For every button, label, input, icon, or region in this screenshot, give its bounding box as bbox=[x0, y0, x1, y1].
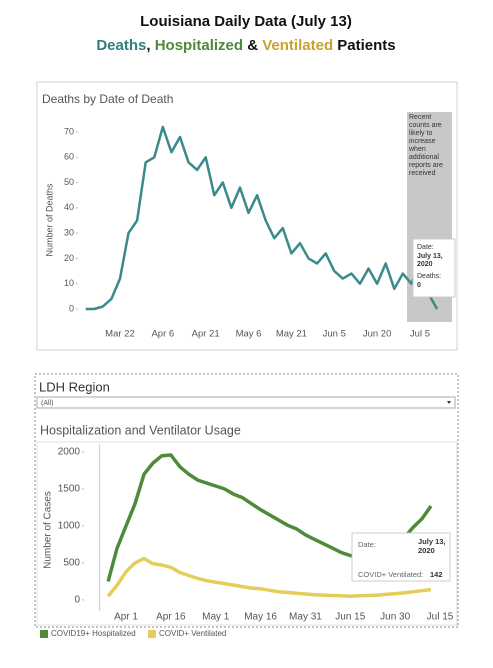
tooltip bbox=[412, 238, 456, 298]
x-tick-label: Jun 5 bbox=[323, 329, 346, 340]
x-tick-label: Jul 5 bbox=[410, 329, 430, 340]
subtitle-part: , bbox=[146, 37, 154, 54]
legend-label: COVID+ Ventilated bbox=[159, 629, 226, 638]
x-tick-label: Apr 16 bbox=[156, 612, 186, 623]
y-tick-label: 60 bbox=[64, 152, 74, 162]
tooltip-date: July 13, 2020 bbox=[418, 537, 446, 555]
dropdown[interactable] bbox=[36, 396, 456, 409]
x-tick-label: Jun 30 bbox=[380, 612, 410, 623]
legend-swatch bbox=[40, 630, 48, 638]
panel bbox=[36, 81, 458, 351]
x-tick-label: May 1 bbox=[202, 612, 230, 623]
y-tick-label: 0 bbox=[69, 303, 74, 313]
x-tick-label: Jun 20 bbox=[363, 329, 392, 340]
y-tick-label: 10 bbox=[64, 278, 74, 288]
subtitle-part: & bbox=[243, 37, 262, 54]
y-tick-label: 500 bbox=[63, 558, 80, 569]
x-tick-label: Apr 21 bbox=[192, 329, 220, 340]
y-tick-label: 0 bbox=[74, 595, 80, 606]
tooltip-label: COVID+ Ventilated: bbox=[358, 570, 424, 579]
x-tick-label: Apr 1 bbox=[114, 612, 138, 623]
page-subtitle: Deaths, Hospitalized & Ventilated Patien… bbox=[96, 37, 395, 54]
tooltip-label: Deaths: bbox=[417, 273, 442, 280]
x-tick-label: May 21 bbox=[276, 329, 307, 340]
tooltip-label: Date: bbox=[358, 540, 376, 549]
y-tick-label: 1000 bbox=[58, 521, 81, 532]
plot: 0 500 1000 1500 2000 Apr 1 Apr 16 May 1 May 16 Ma… bbox=[40, 444, 454, 638]
dropdown-arrow[interactable] bbox=[447, 401, 451, 404]
legend-label: COVID19+ Hospitalized bbox=[51, 629, 136, 638]
subtitle-part: Ventilated bbox=[262, 37, 333, 54]
page-title: Louisiana Daily Data (July 13) bbox=[140, 13, 352, 30]
dropdown-value[interactable]: (All) bbox=[41, 400, 53, 407]
tooltip-value: 0 bbox=[417, 282, 421, 289]
x-tick-label: Apr 6 bbox=[151, 329, 174, 340]
y-tick-label: 50 bbox=[64, 177, 74, 187]
x-tick-label: Jul 15 bbox=[427, 612, 454, 623]
y-tick-label: 30 bbox=[64, 227, 74, 237]
plot: 0 10 20 30 40 50 60 70 Mar 22 Apr 6 Apr 21 May 6 May… bbox=[64, 125, 439, 340]
legend-swatch bbox=[148, 630, 156, 638]
x-tick-label: May 6 bbox=[236, 329, 262, 340]
chart-title: Deaths by Date of Death bbox=[42, 92, 173, 106]
x-tick-label: Mar 22 bbox=[105, 329, 135, 340]
tooltip bbox=[351, 532, 451, 582]
subtitle-part: Hospitalized bbox=[155, 37, 243, 54]
y-axis-label: Number of Deaths bbox=[44, 183, 54, 257]
y-tick-label: 2000 bbox=[58, 447, 81, 458]
x-tick-label: Jun 15 bbox=[335, 612, 365, 623]
tooltip-date: July 13, 2020 bbox=[417, 253, 443, 268]
tooltip-label: Date: bbox=[417, 244, 434, 251]
chart-title: Hospitalization and Ventilator Usage bbox=[40, 423, 241, 437]
y-axis-label: Number of Cases bbox=[43, 491, 54, 569]
subtitle-part: Deaths bbox=[96, 37, 146, 54]
y-tick-label: 1500 bbox=[58, 484, 81, 495]
y-tick-label: 20 bbox=[64, 253, 74, 263]
series-line bbox=[106, 556, 432, 598]
filter-label: LDH Region bbox=[39, 379, 110, 394]
x-tick-label: May 16 bbox=[244, 612, 277, 623]
y-tick-label: 70 bbox=[64, 126, 74, 136]
annotation: Recent counts are likely to increase whe… bbox=[409, 114, 443, 177]
series-line bbox=[85, 125, 439, 311]
x-tick-label: May 31 bbox=[289, 612, 322, 623]
tooltip-value: 142 bbox=[430, 570, 443, 579]
subtitle-part: Patients bbox=[333, 37, 396, 54]
y-tick-label: 40 bbox=[64, 202, 74, 212]
